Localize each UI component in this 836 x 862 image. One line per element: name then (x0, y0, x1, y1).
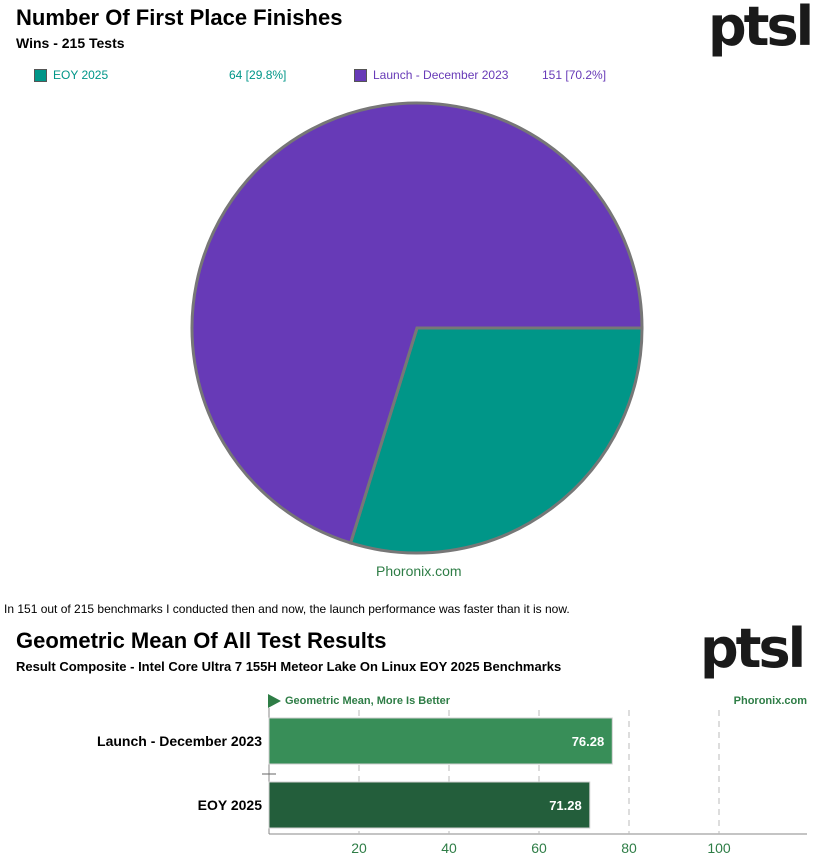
pie-watermark: Phoronix.com (376, 563, 462, 579)
pts-logo-2: ptsl (700, 617, 806, 680)
pie-slice-eoy-2025 (348, 326, 644, 555)
bar-chart-subtitle: Result Composite - Intel Core Ultra 7 15… (16, 659, 562, 674)
x-tick-label-20: 20 (351, 840, 367, 856)
pie-chart (190, 101, 644, 555)
legend-value-launch-december-2023: 151 [70.2%] (542, 68, 607, 82)
pie-chart-title: Number Of First Place Finishes (16, 5, 343, 30)
bar-chart-title: Geometric Mean Of All Test Results (16, 628, 387, 653)
x-tick-label-80: 80 (621, 840, 637, 856)
bar-chart: Geometric Mean, More Is Better Phoronix.… (97, 694, 808, 856)
x-tick-label-60: 60 (531, 840, 547, 856)
legend-swatch-eoy-2025 (34, 69, 47, 82)
x-tick-label-100: 100 (707, 840, 731, 856)
legend-value-eoy-2025: 64 [29.8%] (229, 68, 287, 82)
pie-chart-subtitle: Wins - 215 Tests (16, 35, 125, 51)
bar-watermark: Phoronix.com (734, 695, 808, 707)
pts-logo: ptsl (708, 0, 814, 58)
direction-label: Geometric Mean, More Is Better (285, 695, 451, 707)
legend-label-launch-december-2023: Launch - December 2023 (373, 68, 509, 82)
category-label-launch-december-2023: Launch - December 2023 (97, 733, 262, 749)
bar-launch-december-2023 (268, 717, 613, 765)
bar-value-label-eoy-2025: 71.28 (549, 798, 582, 813)
bar-eoy-2025 (268, 781, 591, 829)
caption-text: In 151 out of 215 benchmarks I conducted… (4, 602, 570, 616)
x-tick-label-40: 40 (441, 840, 457, 856)
legend-label-eoy-2025: EOY 2025 (53, 68, 109, 82)
direction-arrow-icon (268, 694, 281, 708)
legend-swatch-launch-december-2023 (354, 69, 367, 82)
pie-slice-launch-december-2023 (190, 101, 644, 545)
category-label-eoy-2025: EOY 2025 (198, 797, 263, 813)
bar-value-label-launch-december-2023: 76.28 (572, 734, 605, 749)
